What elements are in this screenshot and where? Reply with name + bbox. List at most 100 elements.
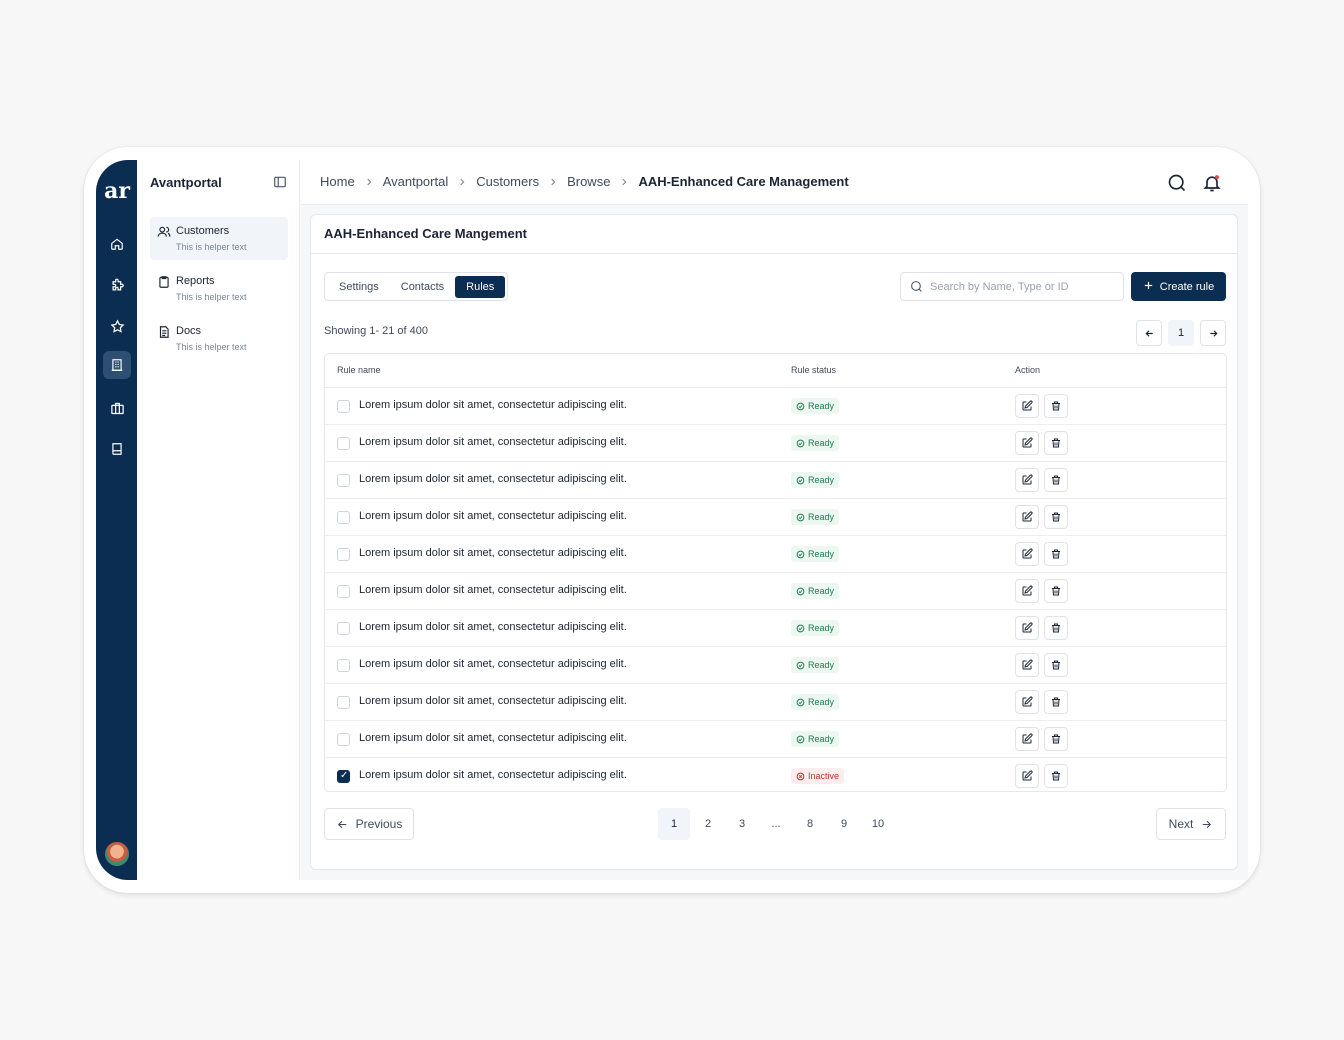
table-row: Lorem ipsum dolor sit amet, consectetur … <box>325 684 1226 721</box>
sidebar-item-docs[interactable]: Docs This is helper text <box>150 317 288 360</box>
column-header-rule-status[interactable]: Rule status <box>791 365 837 375</box>
briefcase-icon[interactable] <box>103 394 131 422</box>
search-field[interactable] <box>900 272 1124 301</box>
delete-button[interactable] <box>1044 542 1068 566</box>
edit-button[interactable] <box>1015 394 1039 418</box>
delete-button[interactable] <box>1044 394 1068 418</box>
breadcrumb-customers[interactable]: Customers <box>476 174 540 189</box>
row-checkbox[interactable] <box>337 400 350 413</box>
delete-button[interactable] <box>1044 431 1068 455</box>
clipboard-icon <box>157 275 171 289</box>
rule-name: Lorem ipsum dolor sit amet, consectetur … <box>359 769 627 781</box>
row-checkbox[interactable] <box>337 733 350 746</box>
edit-button[interactable] <box>1015 690 1039 714</box>
next-page-button[interactable] <box>1200 320 1226 346</box>
arrow-left-icon <box>1144 329 1153 337</box>
search-input[interactable] <box>930 279 1116 295</box>
page-number[interactable]: 1 <box>658 808 690 840</box>
edit-icon <box>1021 622 1033 634</box>
sidebar-item-helper: This is helper text <box>176 292 247 302</box>
row-checkbox[interactable] <box>337 437 350 450</box>
edit-icon <box>1021 511 1033 523</box>
check-circle-icon <box>796 661 805 670</box>
tab-settings[interactable]: Settings <box>339 280 379 293</box>
edit-button[interactable] <box>1015 764 1039 788</box>
edit-button[interactable] <box>1015 505 1039 529</box>
status-label: Ready <box>808 549 835 559</box>
status-label: Ready <box>808 401 835 411</box>
delete-button[interactable] <box>1044 727 1068 751</box>
bell-icon[interactable] <box>1202 173 1222 193</box>
check-circle-icon <box>796 439 805 448</box>
page-ellipsis: ... <box>771 818 781 830</box>
book-icon[interactable] <box>103 435 131 463</box>
previous-button[interactable]: Previous <box>324 808 414 840</box>
page-title: AAH-Enhanced Care Mangement <box>324 226 527 241</box>
delete-button[interactable] <box>1044 616 1068 640</box>
search-icon[interactable] <box>1167 173 1187 193</box>
edit-button[interactable] <box>1015 431 1039 455</box>
status-badge: Ready <box>791 694 840 710</box>
delete-button[interactable] <box>1044 690 1068 714</box>
sidebar-toggle-icon[interactable] <box>273 175 287 189</box>
page-number[interactable]: 9 <box>840 818 848 830</box>
delete-button[interactable] <box>1044 468 1068 492</box>
sidebar-item-reports[interactable]: Reports This is helper text <box>150 267 288 310</box>
row-checkbox[interactable] <box>337 585 350 598</box>
row-checkbox[interactable] <box>337 511 350 524</box>
row-checkbox[interactable] <box>337 659 350 672</box>
status-label: Ready <box>808 660 835 670</box>
next-button[interactable]: Next <box>1156 808 1226 840</box>
building-icon[interactable] <box>103 351 131 379</box>
edit-icon <box>1021 770 1033 782</box>
breadcrumb-avantportal[interactable]: Avantportal <box>382 174 449 189</box>
breadcrumb: Home Avantportal Customers Browse AAH-En… <box>320 174 849 189</box>
rule-name: Lorem ipsum dolor sit amet, consectetur … <box>359 658 627 670</box>
rule-name: Lorem ipsum dolor sit amet, consectetur … <box>359 473 627 485</box>
tab-rules[interactable]: Rules <box>455 275 506 298</box>
table-row: Lorem ipsum dolor sit amet, consectetur … <box>325 388 1226 425</box>
status-label: Ready <box>808 623 835 633</box>
trash-icon <box>1050 622 1062 634</box>
edit-button[interactable] <box>1015 542 1039 566</box>
rules-card: AAH-Enhanced Care Mangement Settings Con… <box>310 214 1238 870</box>
status-label: Ready <box>808 438 835 448</box>
table-row: Lorem ipsum dolor sit amet, consectetur … <box>325 758 1226 791</box>
page-number[interactable]: 10 <box>871 818 885 830</box>
check-circle-icon <box>796 624 805 633</box>
sidebar-item-customers[interactable]: Customers This is helper text <box>150 217 288 260</box>
page-number[interactable]: 2 <box>704 818 712 830</box>
tab-contacts[interactable]: Contacts <box>400 280 445 293</box>
puzzle-icon[interactable] <box>103 271 131 299</box>
document-icon <box>157 325 171 339</box>
home-icon[interactable] <box>103 230 131 258</box>
table-row: Lorem ipsum dolor sit amet, consectetur … <box>325 425 1226 462</box>
row-checkbox[interactable] <box>337 696 350 709</box>
star-icon[interactable] <box>103 312 131 340</box>
row-checkbox[interactable] <box>337 770 350 783</box>
sidebar-item-helper: This is helper text <box>176 242 247 252</box>
edit-button[interactable] <box>1015 468 1039 492</box>
row-checkbox[interactable] <box>337 474 350 487</box>
delete-button[interactable] <box>1044 764 1068 788</box>
user-avatar[interactable] <box>104 841 130 867</box>
row-checkbox[interactable] <box>337 622 350 635</box>
page-number[interactable]: 8 <box>806 818 814 830</box>
edit-button[interactable] <box>1015 616 1039 640</box>
rules-table: Rule name Rule status Action Lorem ipsum… <box>324 353 1227 792</box>
breadcrumb-home[interactable]: Home <box>320 174 355 189</box>
breadcrumb-browse[interactable]: Browse <box>567 174 611 189</box>
edit-button[interactable] <box>1015 727 1039 751</box>
row-checkbox[interactable] <box>337 548 350 561</box>
column-header-rule-name[interactable]: Rule name <box>337 365 381 375</box>
delete-button[interactable] <box>1044 579 1068 603</box>
status-badge: Ready <box>791 620 840 636</box>
edit-button[interactable] <box>1015 579 1039 603</box>
delete-button[interactable] <box>1044 653 1068 677</box>
rule-name: Lorem ipsum dolor sit amet, consectetur … <box>359 584 627 596</box>
prev-page-button[interactable] <box>1136 320 1162 346</box>
create-rule-button[interactable]: Create rule <box>1131 272 1226 301</box>
page-number[interactable]: 3 <box>738 818 746 830</box>
delete-button[interactable] <box>1044 505 1068 529</box>
edit-button[interactable] <box>1015 653 1039 677</box>
